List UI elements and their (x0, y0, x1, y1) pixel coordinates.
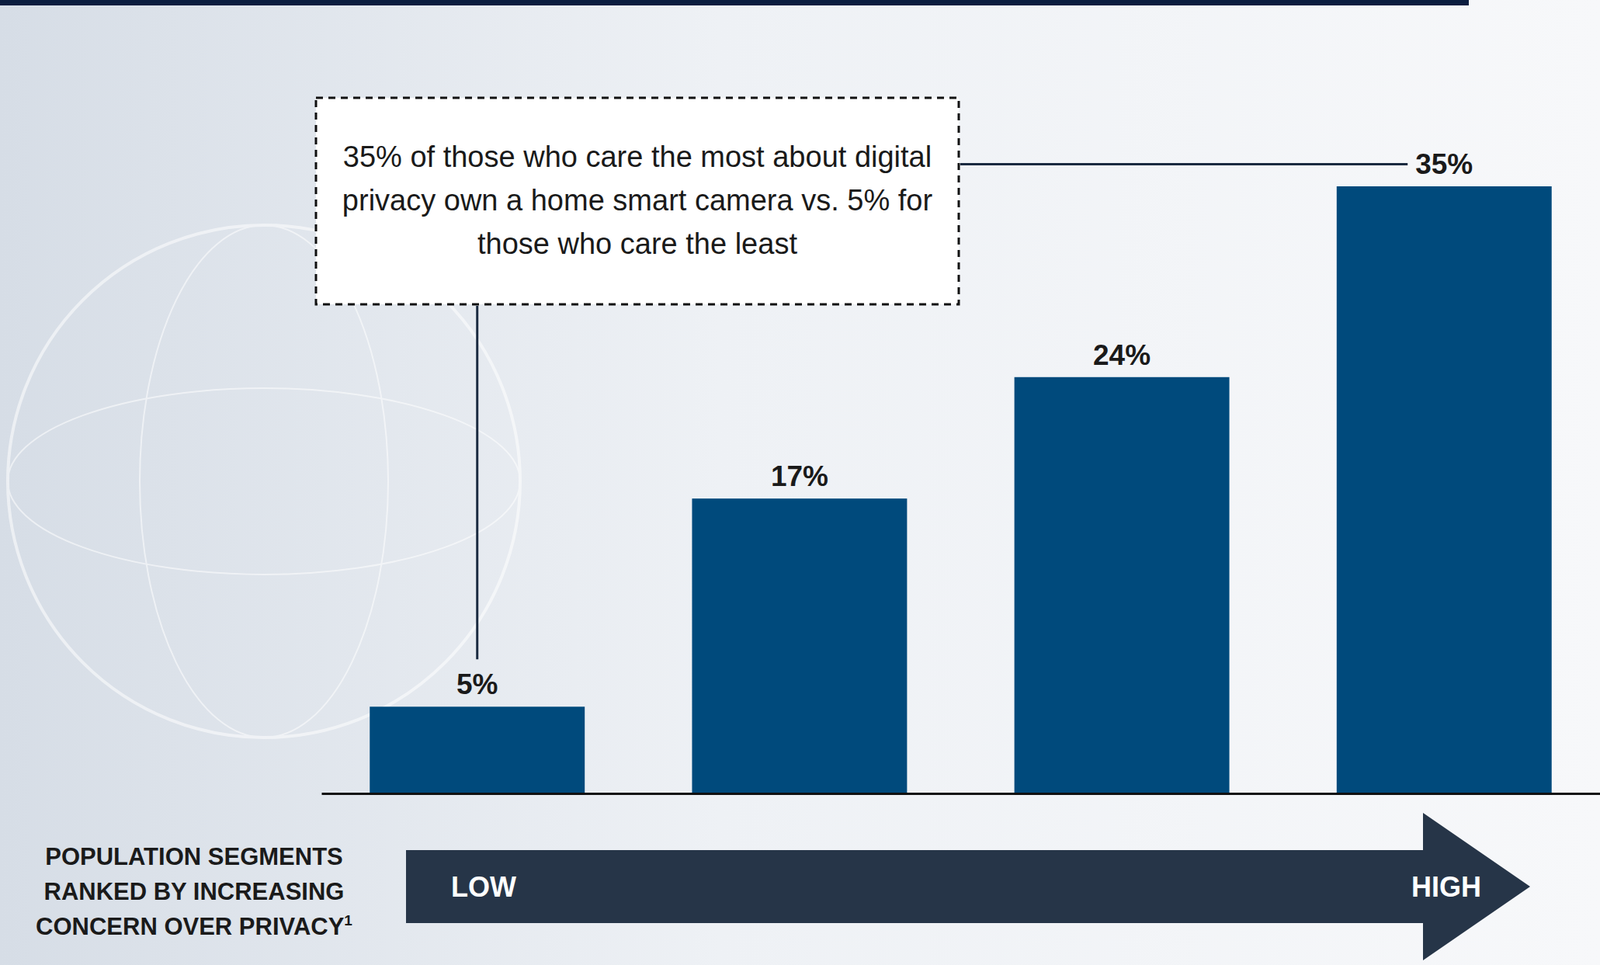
x-axis-title-line: POPULATION SEGMENTS (45, 843, 344, 871)
footnote-marker: 1 (343, 912, 353, 929)
data-label: 24% (1093, 339, 1151, 372)
bar (369, 706, 585, 794)
annotation-box (315, 97, 959, 305)
x-axis-line (322, 792, 1600, 795)
annotation-line: 35% of those who care the most about dig… (343, 140, 932, 174)
annotation-text: 35% of those who care the most about dig… (342, 140, 934, 261)
annotation-connector (475, 305, 479, 660)
annotation-connector (960, 163, 1408, 166)
x-axis (322, 793, 1600, 795)
x-axis-title-line: RANKED BY INCREASING (44, 878, 345, 906)
x-axis-title-line: CONCERN OVER PRIVACY (35, 912, 345, 941)
globe-parallel (7, 388, 521, 575)
scale-label-high: HIGH (1411, 871, 1482, 903)
annotation: 35% of those who care the most about dig… (315, 97, 959, 305)
bar (1014, 377, 1230, 794)
top-strip (0, 0, 1469, 6)
background (0, 0, 1600, 965)
data-labels: 5% 17% 24% 35% (456, 148, 1473, 701)
annotation-line: those who care the least (477, 227, 798, 261)
x-axis-title: POPULATION SEGMENTS RANKED BY INCREASING C… (35, 843, 353, 941)
annotation-line: privacy own a home smart camera vs. 5% f… (342, 183, 934, 217)
bar (691, 498, 907, 794)
bar (1336, 186, 1552, 794)
scale-label-low: LOW (451, 871, 517, 903)
data-label: 5% (456, 668, 498, 701)
scale-arrow: LOW HIGH (406, 812, 1531, 961)
arrow-shape (406, 812, 1531, 961)
data-label: 17% (770, 460, 829, 493)
data-label: 35% (1415, 148, 1473, 181)
